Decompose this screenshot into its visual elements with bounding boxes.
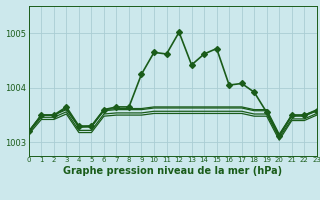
X-axis label: Graphe pression niveau de la mer (hPa): Graphe pression niveau de la mer (hPa) <box>63 166 282 176</box>
